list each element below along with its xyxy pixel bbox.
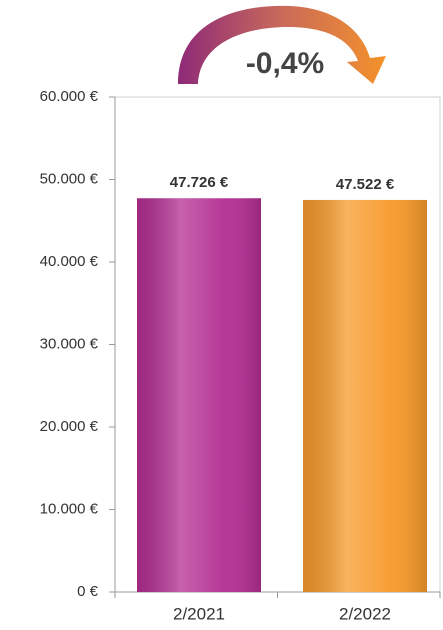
x-tick-label: 2/2021 <box>173 604 225 623</box>
bar-shine <box>303 199 427 593</box>
y-tick-label: 20.000 € <box>40 418 99 435</box>
y-tick-label: 0 € <box>77 583 99 600</box>
y-tick-label: 50.000 € <box>40 170 99 187</box>
bar-shine <box>137 198 261 592</box>
y-tick-label: 10.000 € <box>40 500 99 517</box>
y-tick-label: 30.000 € <box>40 335 99 352</box>
change-arrow <box>178 5 386 84</box>
value-label: 47.522 € <box>336 176 395 193</box>
value-label: 47.726 € <box>170 174 229 191</box>
x-tick-label: 2/2022 <box>339 604 391 623</box>
y-tick-label: 60.000 € <box>40 88 99 105</box>
y-tick-label: 40.000 € <box>40 253 99 270</box>
annotation: -0,4% <box>246 47 324 80</box>
